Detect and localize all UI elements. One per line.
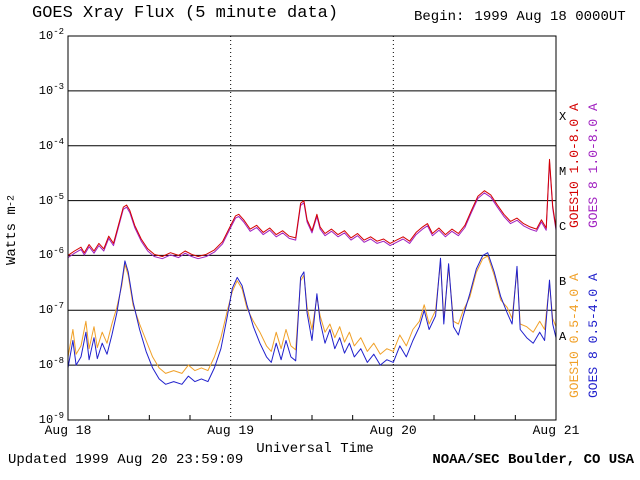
legend-goes10-1-0-8-0-a: GOES10 1.0-8.0 A (567, 103, 582, 229)
begin-value: 1999 Aug 18 0000UT (474, 9, 626, 25)
begin-label: Begin: (414, 9, 465, 25)
x-tick-label: Aug 21 (532, 423, 580, 438)
y-tick-label: 10-3 (38, 81, 64, 98)
y-tick-label: 10-4 (38, 136, 64, 153)
y-tick-label: 10-7 (38, 301, 64, 318)
series-goes10-0-5-4-0-a (68, 255, 556, 374)
flare-class-label-a: A (559, 329, 567, 344)
begin-timestamp: Begin: 1999 Aug 18 0000UT (414, 9, 626, 25)
series-goes-8-0-5-4-0-a (68, 252, 556, 385)
y-tick-label: 10-6 (38, 246, 64, 263)
x-tick-label: Aug 18 (44, 423, 92, 438)
series-goes-8-1-0-8-0-a (68, 161, 556, 260)
flare-class-label-c: C (559, 220, 567, 234)
legend-goes-8-0-5-4-0-a: GOES 8 0.5-4.0 A (586, 273, 601, 399)
page-title: GOES Xray Flux (5 minute data) (32, 4, 339, 23)
y-axis-title: Watts m -2 (4, 194, 20, 266)
series-goes10-1-0-8-0-a (68, 158, 556, 257)
noaa-credit: NOAA/SEC Boulder, CO USA (432, 452, 634, 468)
flare-class-label-m: M (559, 165, 567, 180)
y-tick-label: 10-2 (38, 27, 64, 43)
x-tick-label: Aug 20 (369, 423, 417, 438)
flare-class-label-x: X (559, 110, 567, 125)
flare-class-label-b: B (559, 274, 567, 289)
y-tick-label: 10-5 (38, 191, 64, 208)
y-tick-label: 10-8 (38, 356, 64, 373)
updated-timestamp: Updated 1999 Aug 20 23:59:09 (8, 452, 244, 468)
x-tick-label: Aug 19 (207, 423, 255, 438)
x-axis-title: Universal Time (256, 441, 374, 457)
plot-border (67, 35, 557, 421)
legend-goes-8-1-0-8-0-a: GOES 8 1.0-8.0 A (586, 103, 601, 229)
legend-goes10-0-5-4-0-a: GOES10 0.5-4.0 A (567, 273, 582, 399)
y-tick-label: 10-9 (38, 411, 64, 427)
